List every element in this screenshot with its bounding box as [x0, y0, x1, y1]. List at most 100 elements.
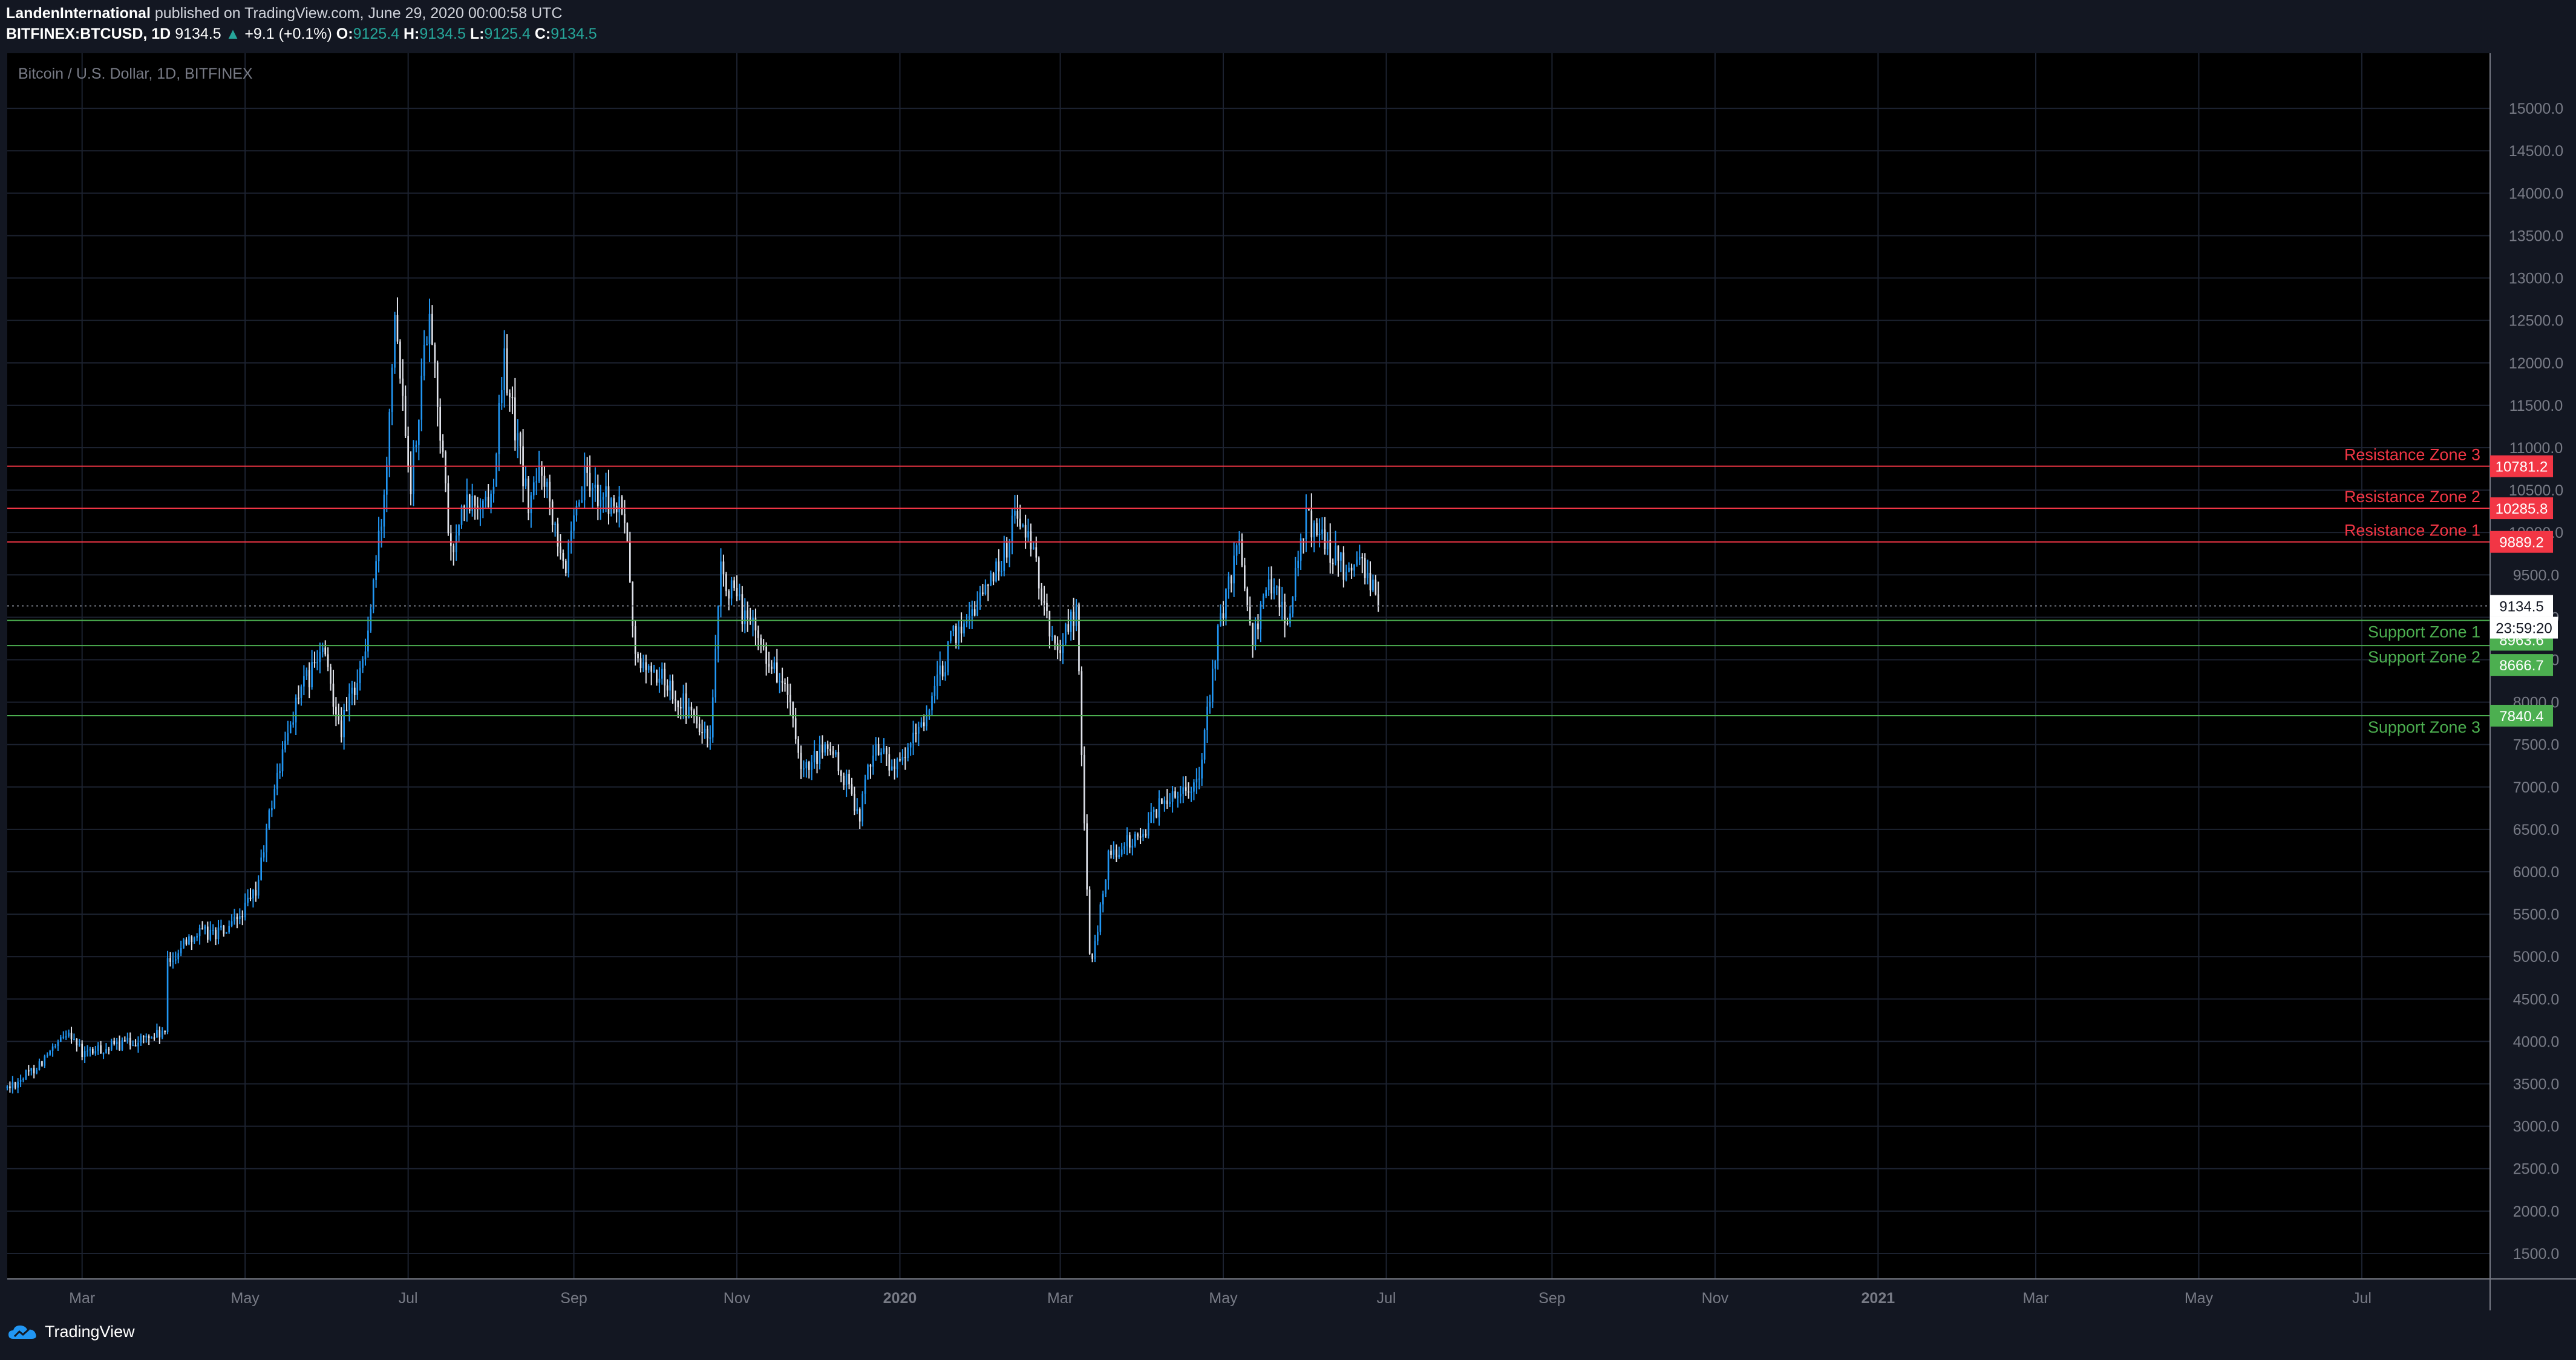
candle-down	[100, 1045, 102, 1054]
candle-up	[1326, 540, 1329, 549]
candle-down	[1067, 624, 1070, 632]
candle-up	[1094, 941, 1096, 959]
candle-down	[76, 1039, 78, 1045]
candle-down	[404, 396, 407, 436]
candle-down	[736, 587, 738, 597]
symbol-line: BITFINEX:BTCUSD, 1D 9134.5 ▲ +9.1 (+0.1%…	[6, 25, 597, 43]
candle-down	[474, 495, 476, 506]
candle-up	[1294, 568, 1296, 598]
candle-up	[428, 313, 431, 345]
candle-up	[709, 737, 711, 739]
candle-down	[664, 669, 666, 686]
candle-down	[1145, 834, 1147, 836]
candle-up	[1102, 894, 1104, 905]
plot-area[interactable]	[7, 53, 2490, 1279]
candle-down	[1156, 809, 1157, 818]
candle-up	[319, 652, 321, 662]
candle-up	[500, 390, 503, 404]
candle-down	[768, 664, 770, 667]
candle-down	[557, 523, 559, 547]
candle-down	[223, 926, 225, 934]
candle-down	[843, 776, 845, 786]
candle-up	[1177, 796, 1179, 798]
candle-up	[193, 937, 195, 942]
candle-up	[653, 670, 655, 672]
x-tick-label: May	[2185, 1290, 2214, 1307]
candle-up	[744, 610, 746, 624]
candle-down	[826, 744, 829, 749]
candle-up	[867, 765, 869, 780]
candle-up	[30, 1068, 33, 1071]
candle-up	[752, 618, 754, 622]
candle-up	[1273, 587, 1275, 593]
candle-down	[463, 506, 465, 509]
candle-down	[615, 506, 618, 512]
candle-up	[36, 1070, 38, 1074]
candle-up	[252, 889, 254, 898]
candle-down	[1024, 525, 1027, 538]
candle-up	[688, 707, 690, 718]
price-chart[interactable]: Resistance Zone 3 Resistance Zone 2 Resist…	[0, 51, 2576, 1310]
candle-up	[658, 678, 661, 683]
candle-up	[260, 857, 263, 880]
candle-up	[364, 651, 367, 659]
candle-down	[407, 436, 409, 466]
candle-down	[1337, 545, 1339, 561]
candle-down	[685, 693, 687, 718]
candle-up	[102, 1053, 105, 1054]
y-tick-label: 4000.0	[2513, 1033, 2559, 1050]
candle-up	[575, 506, 578, 516]
candle-up	[805, 762, 808, 768]
candle-up	[209, 930, 212, 940]
support-zone-3-price-label: 7840.4	[2499, 708, 2543, 725]
candle-down	[541, 466, 543, 476]
candle-up	[704, 728, 706, 733]
candle-up	[907, 747, 909, 758]
candle-down	[794, 718, 797, 739]
candle-up	[1126, 835, 1128, 846]
candle-up	[880, 752, 882, 756]
symbol-name[interactable]: BITFINEX:BTCUSD, 1D	[6, 25, 171, 42]
price-axis: 1500.0 2000.0 2500.0 3000.0 3500.0 4000.0 4500…	[2489, 53, 2563, 1310]
candle-down	[1270, 579, 1272, 593]
close-label: C:	[534, 25, 551, 42]
candle-down	[431, 313, 433, 345]
candle-up	[19, 1080, 22, 1082]
candle-down	[1249, 606, 1251, 623]
candle-up	[458, 525, 460, 536]
candle-up	[356, 683, 359, 695]
candle-up	[931, 696, 933, 711]
tradingview-logo[interactable]: TradingView	[7, 1322, 135, 1341]
y-tick-label: 4500.0	[2513, 991, 2559, 1008]
author-link[interactable]: LandenInternational	[6, 5, 151, 22]
candle-up	[239, 916, 241, 920]
candle-up	[570, 531, 572, 541]
candle-down	[9, 1086, 11, 1088]
candle-down	[201, 928, 203, 930]
candle-up	[1212, 669, 1214, 702]
candle-down	[1035, 547, 1038, 558]
candle-down	[597, 485, 599, 506]
candle-up	[145, 1036, 148, 1038]
candle-up	[891, 766, 893, 771]
candle-down	[1043, 600, 1045, 603]
candle-down	[1257, 623, 1259, 630]
candle-up	[273, 789, 276, 808]
candle-down	[1137, 834, 1139, 837]
candle-down	[613, 498, 615, 506]
candle-down	[754, 618, 757, 631]
candle-down	[1246, 588, 1249, 607]
candle-up	[773, 662, 776, 669]
y-tick-label: 6000.0	[2513, 864, 2559, 881]
candle-up	[813, 751, 816, 763]
candle-down	[191, 936, 193, 942]
candle-up	[1105, 880, 1107, 894]
candle-down	[1091, 953, 1093, 959]
candle-up	[381, 526, 382, 531]
candle-down	[634, 626, 636, 654]
candle-up	[1158, 798, 1160, 818]
candle-up	[971, 609, 973, 616]
candle-up	[1070, 612, 1072, 632]
candle-down	[81, 1044, 83, 1058]
candle-up	[1180, 794, 1182, 797]
